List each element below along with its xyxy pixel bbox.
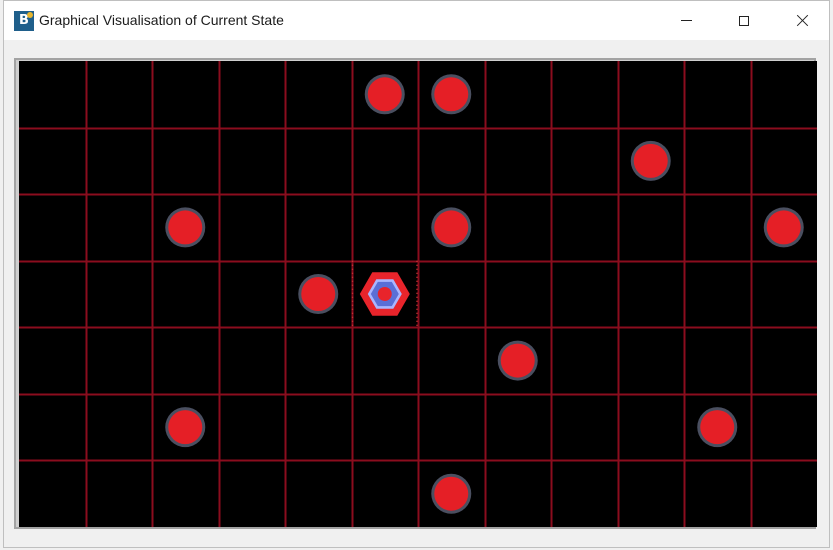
minimize-button[interactable] xyxy=(657,1,715,40)
obstacle-dot xyxy=(434,77,469,112)
close-button[interactable] xyxy=(773,1,831,40)
obstacle-dot xyxy=(301,277,336,311)
grid-board xyxy=(19,61,817,527)
obstacle-dot xyxy=(434,476,469,511)
maximize-icon xyxy=(739,15,749,26)
obstacle-dot xyxy=(367,77,402,112)
agent-core xyxy=(377,287,392,301)
obstacle-dot xyxy=(633,143,668,178)
obstacle-dot xyxy=(168,210,203,245)
obstacle-dot xyxy=(168,410,203,445)
title-bar[interactable]: B Graphical Visualisation of Current Sta… xyxy=(4,1,829,40)
window-title: Graphical Visualisation of Current State xyxy=(39,12,284,28)
maximize-button[interactable] xyxy=(715,1,773,40)
obstacle-dot xyxy=(700,410,735,445)
obstacle-dot xyxy=(434,210,469,245)
minimize-icon xyxy=(680,20,692,21)
obstacle-dot xyxy=(766,210,801,245)
app-icon: B xyxy=(14,11,34,31)
obstacle-dot xyxy=(500,343,535,378)
state-canvas[interactable] xyxy=(19,61,817,527)
close-icon xyxy=(796,14,809,27)
